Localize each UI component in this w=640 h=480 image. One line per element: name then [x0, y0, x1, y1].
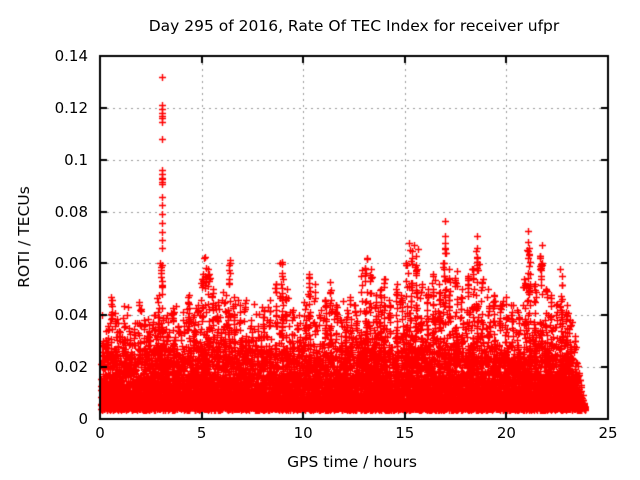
y-tick-label: 0.04 — [54, 306, 88, 325]
y-tick-label: 0.02 — [54, 358, 88, 377]
x-tick-label: 25 — [598, 424, 618, 442]
y-tick-label: 0.1 — [64, 150, 88, 169]
y-tick-label: 0.12 — [54, 98, 88, 117]
y-axis-label: ROTI / TECUs — [15, 186, 33, 288]
x-tick-label: 10 — [293, 424, 313, 442]
chart-title: Day 295 of 2016, Rate Of TEC Index for r… — [148, 17, 560, 35]
y-tick-label: 0 — [78, 410, 88, 428]
x-tick-label: 5 — [196, 424, 207, 442]
x-axis-label: GPS time / hours — [287, 453, 417, 471]
y-tick-label: 0.14 — [54, 47, 88, 65]
y-tick-label: 0.06 — [54, 254, 88, 273]
x-tick-label: 0 — [95, 424, 105, 442]
x-tick-label: 20 — [496, 424, 516, 442]
y-tick-label: 0.08 — [54, 202, 88, 221]
x-tick-label: 15 — [395, 424, 415, 442]
